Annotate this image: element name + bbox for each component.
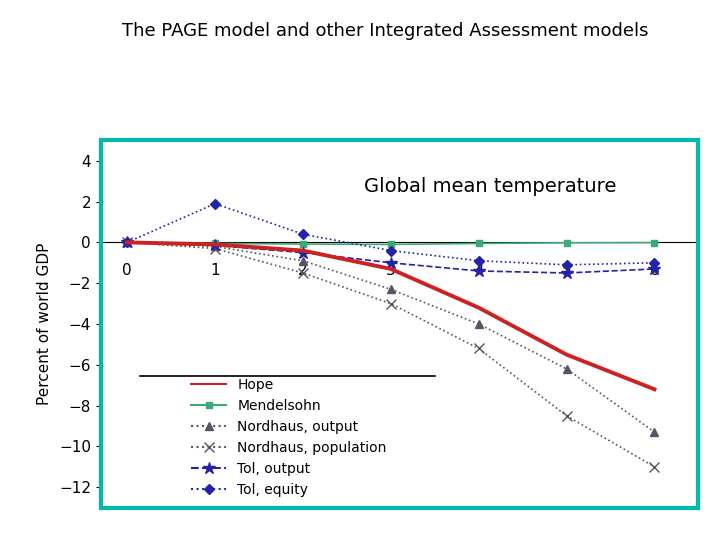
Text: Global mean temperature: Global mean temperature <box>364 177 617 196</box>
Text: 4: 4 <box>474 263 484 278</box>
Text: 3: 3 <box>386 263 396 278</box>
Text: 2: 2 <box>298 263 307 278</box>
Text: 5: 5 <box>562 263 572 278</box>
Text: 6: 6 <box>649 263 660 278</box>
Legend: Hope, Mendelsohn, Nordhaus, output, Nordhaus, population, Tol, output, Tol, equi: Hope, Mendelsohn, Nordhaus, output, Nord… <box>192 378 387 497</box>
Text: 0: 0 <box>122 263 132 278</box>
Y-axis label: Percent of world GDP: Percent of world GDP <box>37 243 52 405</box>
Text: 1: 1 <box>210 263 220 278</box>
Text: The PAGE model and other Integrated Assessment models: The PAGE model and other Integrated Asse… <box>122 22 649 39</box>
